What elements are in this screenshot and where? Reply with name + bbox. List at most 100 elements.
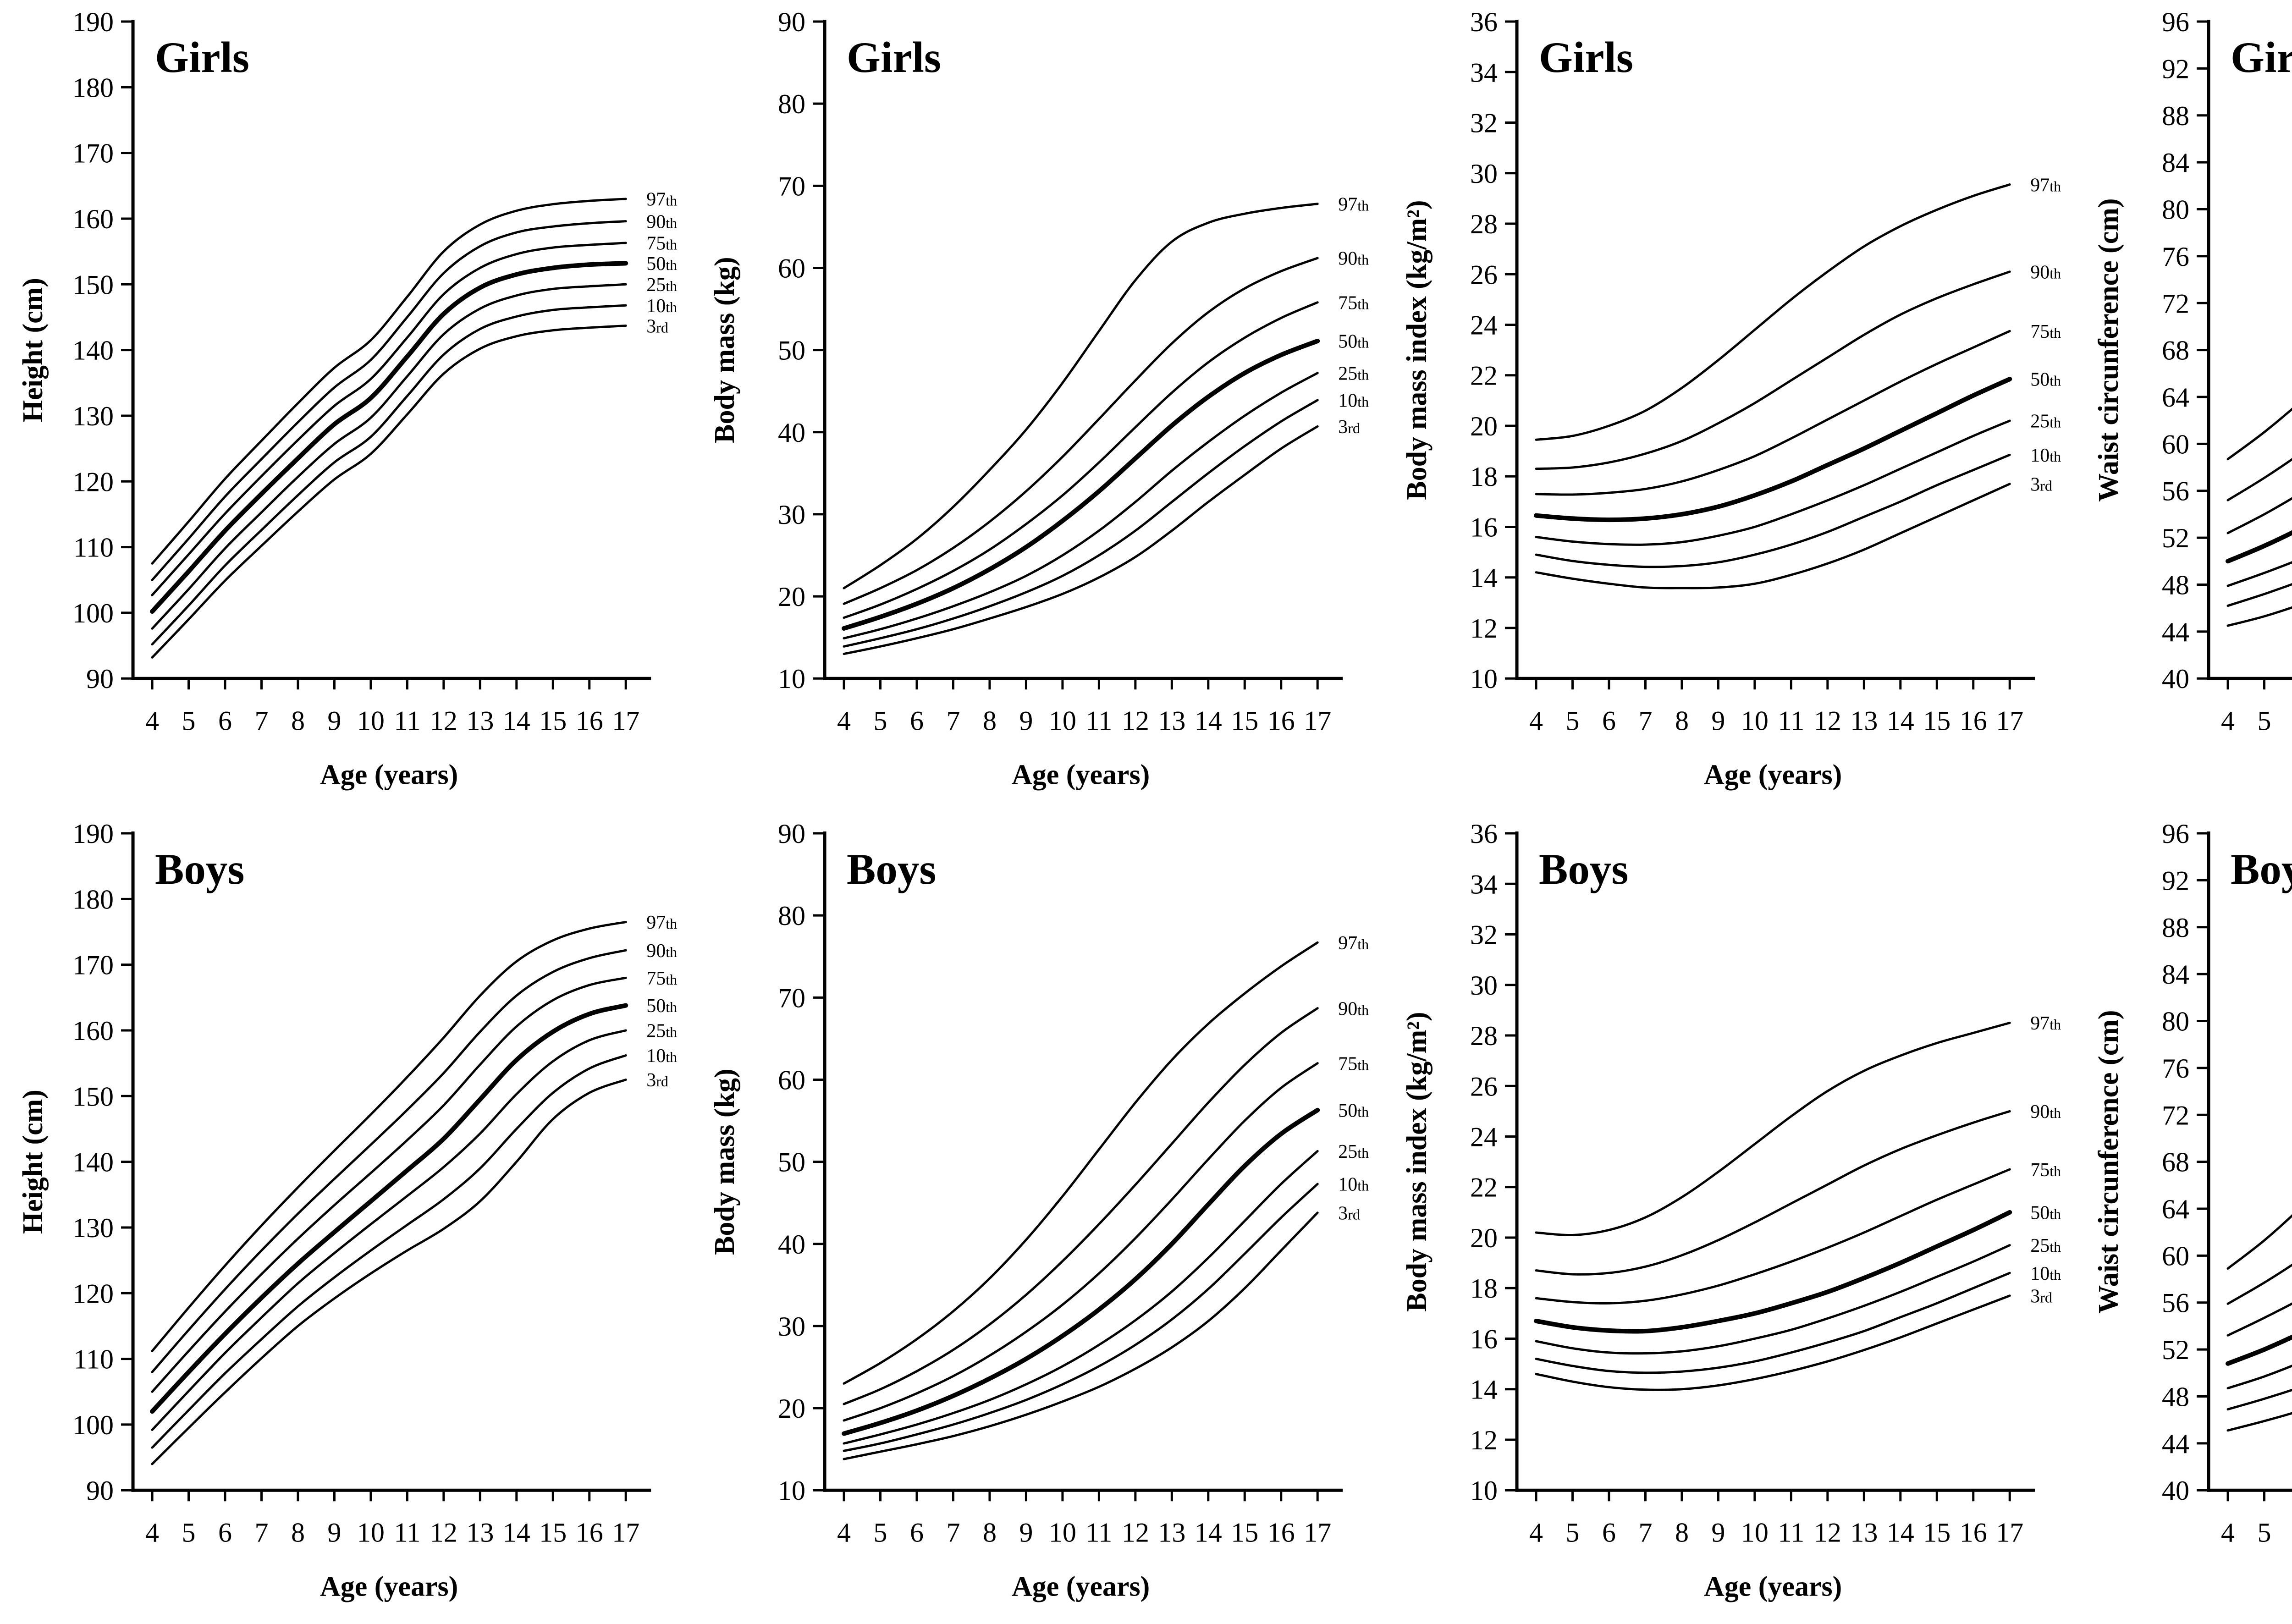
x-tick-label: 12 — [1813, 705, 1841, 736]
x-tick-label: 7 — [254, 705, 268, 736]
percentile-label-25th: 25th — [1338, 1141, 1369, 1162]
percentile-label-50th: 50th — [646, 253, 677, 275]
percentile-curve-3rd — [2226, 606, 2292, 627]
chart-canvas: 10 20 30 40 50 60 70 80 90 4 5 6 7 8 9 10 11 12 13 14 15 16 17… — [709, 7, 1369, 790]
y-tick-label: 76 — [2162, 1053, 2189, 1084]
panel-boys-waist: 4044485256606468727680848892964567891011… — [2076, 812, 2292, 1624]
y-tick-label: 40 — [778, 1229, 805, 1260]
x-tick-label: 13 — [466, 1518, 494, 1548]
x-tick-label: 14 — [503, 705, 530, 736]
x-tick-label: 16 — [1959, 1518, 1987, 1548]
percentile-label-3rd: 3rd — [646, 316, 668, 337]
y-tick-label: 150 — [72, 270, 114, 300]
x-tick-label: 17 — [1304, 705, 1331, 736]
percentile-curve-10th — [1535, 1272, 2011, 1374]
y-tick-label: 80 — [778, 89, 805, 119]
y-tick-label: 20 — [778, 582, 805, 612]
percentile-label-3rd: 3rd — [2030, 1286, 2052, 1307]
x-tick-label: 9 — [327, 705, 341, 736]
x-tick-label: 8 — [983, 1518, 997, 1548]
percentile-curve-3rd — [151, 1079, 627, 1465]
x-tick-label: 17 — [1996, 705, 2023, 736]
y-tick-label: 130 — [72, 1213, 114, 1243]
percentile-label-75th: 75th — [1338, 1054, 1369, 1075]
y-tick-label: 72 — [2162, 288, 2189, 319]
percentile-label-50th: 50th — [1338, 1101, 1369, 1122]
y-tick-label: 60 — [778, 1065, 805, 1096]
y-tick-label: 60 — [2162, 1241, 2189, 1272]
y-tick-label: 26 — [1470, 259, 1498, 290]
y-tick-label: 30 — [1470, 970, 1498, 1001]
chart-canvas: 10 20 30 40 50 60 70 80 90 4 5 6 7 8 9 10 11 12 13 14 15 16 17… — [709, 819, 1369, 1602]
y-tick-label: 18 — [1470, 462, 1498, 492]
y-tick-label: 14 — [1470, 563, 1498, 593]
y-axis-title: Waist circunference (cm) — [2093, 198, 2124, 501]
y-tick-label: 12 — [1470, 613, 1498, 644]
panel-boys-height: 90 100 110 120 130 140 150 160 170 180 190 4 5 6 7 8 9 10… — [0, 812, 692, 1624]
x-tick-label: 15 — [1231, 1518, 1259, 1548]
y-tick-label: 10 — [1470, 664, 1498, 694]
y-axis-title: Body mass index (kg/m²) — [1401, 1012, 1432, 1312]
x-tick-label: 12 — [430, 705, 457, 736]
chart-canvas: 90 100 110 120 130 140 150 160 170 180 190 4 5 6 7 8 9 10… — [17, 7, 677, 790]
percentile-label-97th: 97th — [2030, 175, 2061, 196]
x-tick-label: 7 — [947, 705, 960, 736]
percentile-label-3rd: 3rd — [1338, 1203, 1360, 1224]
y-tick-label: 120 — [72, 1279, 114, 1309]
y-tick-label: 12 — [1470, 1425, 1498, 1455]
x-tick-label: 13 — [1850, 1518, 1878, 1548]
y-tick-label: 150 — [72, 1082, 114, 1112]
percentile-label-75th: 75th — [1338, 292, 1369, 314]
y-tick-label: 90 — [86, 1476, 114, 1506]
y-tick-label: 34 — [1470, 57, 1498, 88]
percentile-curve-90th — [843, 257, 1319, 605]
x-tick-label: 5 — [874, 705, 887, 736]
y-tick-label: 48 — [2162, 1382, 2189, 1412]
y-tick-label: 10 — [1470, 1476, 1498, 1506]
x-tick-label: 4 — [837, 705, 851, 736]
y-axis-title: Height (cm) — [17, 278, 49, 422]
percentile-label-25th: 25th — [646, 1021, 677, 1042]
percentile-curve-3rd — [1535, 483, 2011, 589]
percentile-label-97th: 97th — [2030, 1013, 2061, 1034]
x-tick-label: 5 — [874, 1518, 887, 1548]
percentile-curve-90th — [1535, 270, 2011, 470]
y-tick-label: 170 — [72, 138, 114, 169]
y-tick-label: 170 — [72, 950, 114, 980]
y-tick-label: 40 — [2162, 664, 2189, 694]
y-tick-label: 24 — [1470, 310, 1498, 341]
y-tick-label: 160 — [72, 204, 114, 234]
y-tick-label: 190 — [72, 819, 114, 849]
x-tick-label: 6 — [1602, 705, 1616, 736]
x-tick-label: 14 — [503, 1518, 530, 1548]
percentile-curve-75th — [2226, 497, 2292, 534]
x-tick-label: 8 — [291, 1518, 305, 1548]
x-tick-label: 4 — [145, 1518, 159, 1548]
y-tick-label: 10 — [778, 1476, 805, 1506]
percentile-curve-75th — [1535, 330, 2011, 496]
y-tick-label: 90 — [86, 664, 114, 694]
y-tick-label: 32 — [1470, 920, 1498, 950]
chart-canvas: 10 12 14 16 18 20 22 24 26 28 30 32 34 36 4 5 6 7 8 9 10 11 12… — [1401, 819, 2061, 1602]
percentile-curve-90th — [151, 949, 627, 1374]
percentile-label-90th: 90th — [1338, 248, 1369, 270]
y-tick-label: 80 — [2162, 195, 2189, 225]
y-tick-label: 160 — [72, 1016, 114, 1046]
y-axis-title: Body mass (kg) — [709, 257, 740, 443]
x-tick-label: 7 — [254, 1518, 268, 1548]
y-tick-label: 92 — [2162, 866, 2189, 896]
x-tick-label: 10 — [1741, 705, 1768, 736]
y-tick-label: 70 — [778, 171, 805, 201]
y-tick-label: 30 — [1470, 159, 1498, 189]
percentile-curve-25th — [151, 1029, 627, 1431]
percentile-curve-90th — [843, 1007, 1319, 1405]
y-tick-label: 90 — [778, 819, 805, 849]
x-tick-label: 15 — [539, 1518, 567, 1548]
panel-boys-bmi: 10 12 14 16 18 20 22 24 26 28 30 32 34 36 4 5 6 7 8 9 10 11 12… — [1384, 812, 2076, 1624]
percentile-curve-75th — [2226, 1302, 2292, 1337]
y-tick-label: 52 — [2162, 1335, 2189, 1365]
percentile-label-50th: 50th — [646, 996, 677, 1017]
y-tick-label: 44 — [2162, 1429, 2189, 1459]
y-tick-label: 60 — [2162, 429, 2189, 459]
